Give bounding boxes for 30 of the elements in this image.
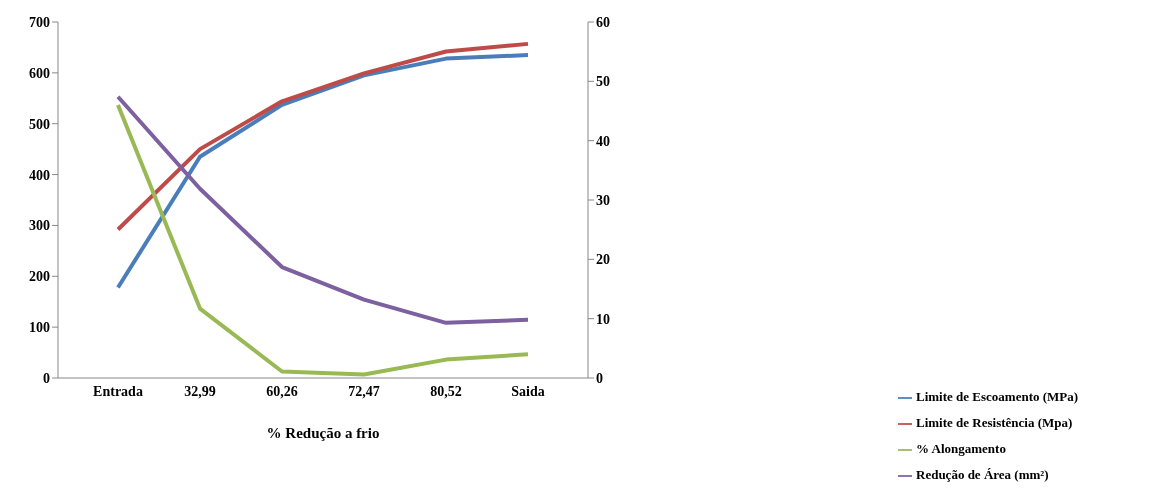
legend-label: Limite de Resistência (Mpa) xyxy=(916,415,1073,430)
x-tick-label: 60,26 xyxy=(266,383,298,399)
y-tick-label: 700 xyxy=(29,14,50,30)
x-axis-title: % Redução a frio xyxy=(266,425,380,441)
y-tick-label: 600 xyxy=(29,65,50,81)
legend-label: % Alongamento xyxy=(916,441,1006,456)
y2-tick-label: 20 xyxy=(596,252,610,268)
line-series xyxy=(116,94,530,325)
x-tick-label: 32,99 xyxy=(184,383,216,399)
y2-tick-label: 40 xyxy=(596,133,610,149)
x-tick-label: Entrada xyxy=(93,383,143,399)
y-tick-label: 0 xyxy=(43,370,50,386)
y-tick-label: 400 xyxy=(29,167,50,183)
line-series xyxy=(116,41,530,232)
line-series xyxy=(116,103,530,377)
y-tick-label: 500 xyxy=(29,116,50,132)
x-tick-label: 72,47 xyxy=(348,383,380,399)
y2-tick-label: 30 xyxy=(596,192,610,208)
y-tick-label: 200 xyxy=(29,269,50,285)
y2-tick-label: 50 xyxy=(596,74,610,90)
legend-label: Limite de Escoamento (MPa) xyxy=(916,389,1079,404)
x-tick-label: Saida xyxy=(511,383,545,399)
y-tick-label: 300 xyxy=(29,218,50,234)
line-series xyxy=(116,53,530,290)
x-tick-label: 80,52 xyxy=(430,383,462,399)
legend-label: Redução de Área (mm²) xyxy=(916,467,1049,482)
y2-tick-label: 0 xyxy=(596,370,603,386)
y2-tick-label: 60 xyxy=(596,14,610,30)
y-tick-label: 100 xyxy=(29,320,50,336)
y2-tick-label: 10 xyxy=(596,311,610,327)
